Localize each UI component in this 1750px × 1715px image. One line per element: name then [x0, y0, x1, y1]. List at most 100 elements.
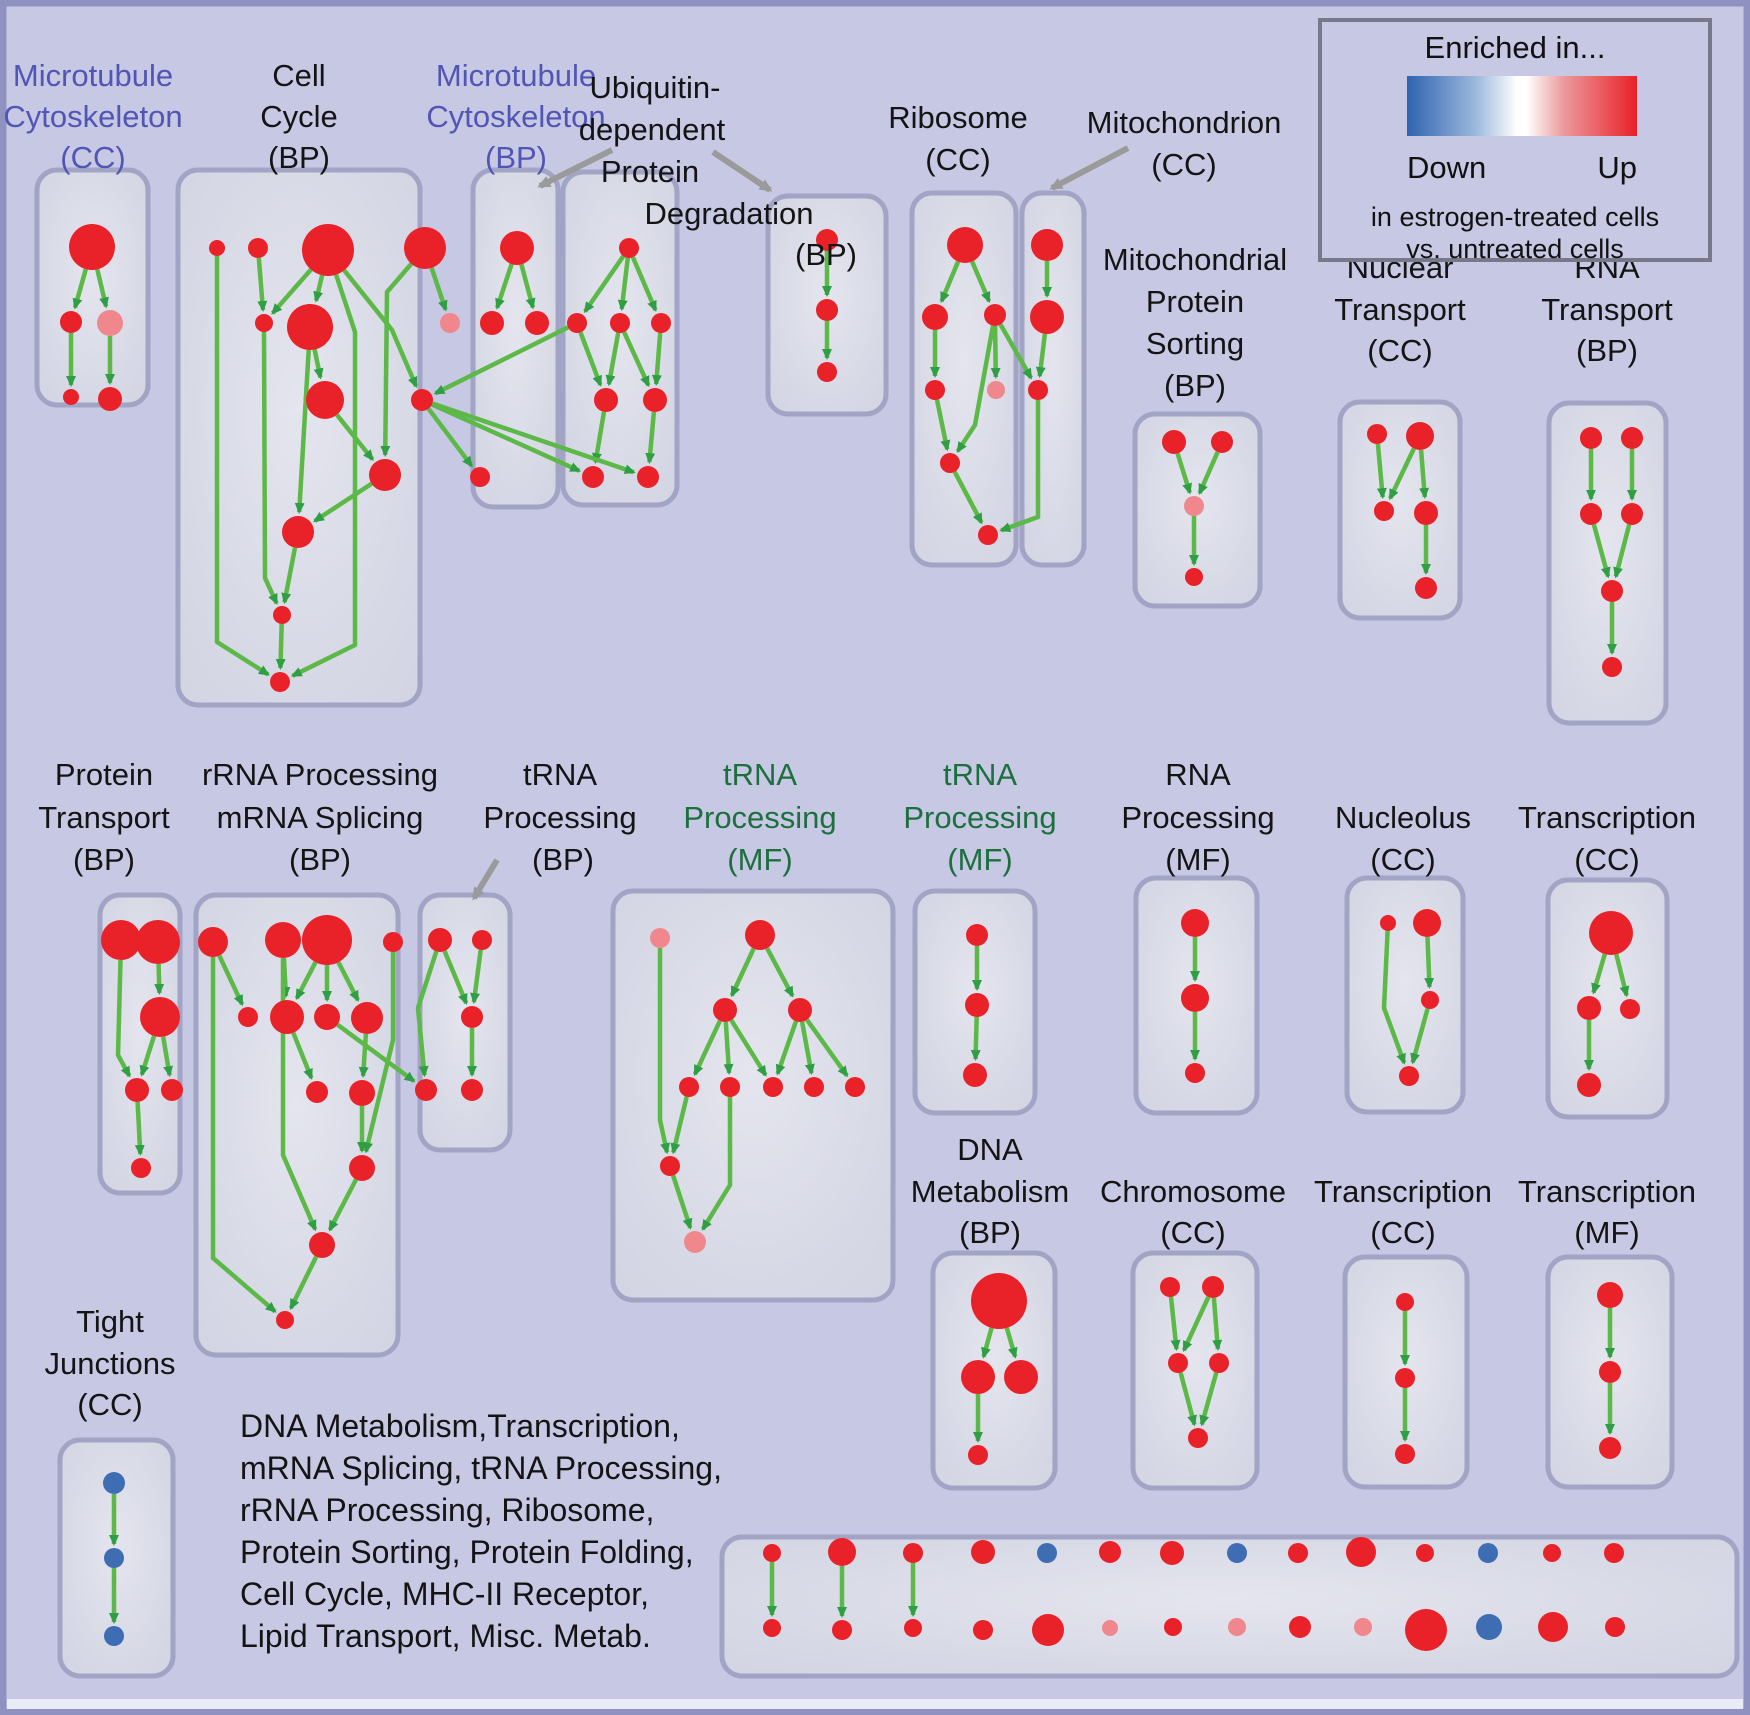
tight-junctions-cc-node [104, 1548, 124, 1568]
microtubule-cytoskeleton-cc-label: Cytoskeleton [3, 99, 182, 134]
chromosome-cc-node [1202, 1276, 1224, 1298]
ubiquitin-dependent-protein-degradation-bp-node [816, 299, 838, 321]
trna-processing-mf-large-node [720, 1077, 740, 1097]
ubiquitin-dependent-protein-degradation-bp-node [637, 466, 659, 488]
nucleolus-cc-node [1399, 1066, 1419, 1086]
rrna-processing-mrna-splicing-bp-node [265, 922, 301, 958]
ubiquitin-dependent-protein-degradation-bp-node [610, 313, 630, 333]
microtubule-cytoskeleton-cc-node [97, 310, 123, 336]
ubiquitin-dependent-protein-degradation-bp-edge [578, 331, 603, 387]
mitochondrion-cc-label: Mitochondrion [1087, 105, 1282, 140]
ribosome-cc-node [940, 453, 960, 473]
cell-cycle-bp-node [404, 227, 446, 269]
cross-box-edge [426, 407, 474, 468]
mitochondrion-cc-label: (CC) [1151, 147, 1216, 182]
ribosome-cc-edge [952, 470, 984, 525]
microtubule-cytoskeleton-bp-node [480, 311, 504, 335]
mitochondrial-protein-sorting-bp-edge [1175, 452, 1192, 495]
protein-transport-bp-node [136, 920, 180, 964]
cell-cycle-bp-edge [270, 268, 313, 315]
nucleolus-cc-node [1413, 909, 1441, 937]
legend-subtitle-2: vs. untreated cells [1406, 234, 1624, 264]
mitochondrial-protein-sorting-bp-label: Protein [1146, 284, 1244, 319]
transcription-cc-upper-node [1577, 996, 1601, 1020]
cross-box-edge [431, 401, 636, 475]
cell-cycle-bp-node [273, 606, 291, 624]
nuclear-transport-cc-node [1374, 501, 1394, 521]
trna-processing-mf-large-node [679, 1077, 699, 1097]
rna-transport-bp-node [1580, 427, 1602, 449]
ubiquitin-dependent-protein-degradation-bp-node [651, 313, 671, 333]
trna-processing-bp-label: Processing [483, 800, 636, 835]
misc-cluster-strip-node [1476, 1614, 1502, 1640]
rna-transport-bp-edge [1591, 524, 1611, 579]
rrna-processing-mrna-splicing-bp-edge [294, 961, 318, 1001]
trna-processing-mf-large-edge [670, 1174, 693, 1230]
rna-processing-mf-node [1181, 984, 1209, 1012]
cell-cycle-bp-node [411, 389, 433, 411]
microtubule-cytoskeleton-cc-label: Microtubule [13, 58, 173, 93]
protein-transport-bp-node [101, 920, 141, 960]
ubiquitin-dependent-protein-degradation-bp-edge [622, 331, 651, 388]
trna-processing-bp-label: (BP) [532, 842, 594, 877]
misc-cluster-strip-node [832, 1620, 852, 1640]
trna-processing-mf-large-edge [799, 1021, 815, 1076]
tight-junctions-cc-node [104, 1626, 124, 1646]
trna-processing-bp-label: tRNA [523, 757, 597, 792]
trna-processing-bp-edge [470, 949, 483, 1005]
legend-subtitle-1: in estrogen-treated cells [1370, 202, 1660, 232]
ubiquitin-dependent-protein-degradation-bp-edge [617, 257, 631, 312]
rrna-processing-mrna-splicing-bp-node [306, 1081, 328, 1103]
rna-processing-mf-label: (MF) [1165, 842, 1230, 877]
rna-transport-bp-node [1580, 503, 1602, 525]
nuclear-transport-cc-node [1367, 424, 1387, 444]
ribosome-cc-edge [970, 260, 992, 304]
rna-transport-bp-edge [1613, 524, 1632, 579]
trna-processing-mf-large-edge [723, 1021, 734, 1075]
ubiquitin-dependent-protein-degradation-bp-label: (BP) [795, 237, 857, 272]
trna-processing-mf-large-edge [765, 947, 795, 998]
annotation-arrow-icon [537, 147, 614, 189]
chromosome-cc-box [1130, 1250, 1260, 1491]
misc-cluster-strip-node [1288, 1543, 1308, 1563]
chromosome-cc-edge [1181, 1296, 1211, 1353]
misc-cluster-strip-node [904, 1619, 922, 1637]
legend-downup-row: Down Up [1407, 150, 1637, 186]
chromosome-cc-node [1168, 1353, 1188, 1373]
protein-transport-bp-edge [134, 1101, 145, 1156]
microtubule-cytoskeleton-cc-box [34, 167, 151, 408]
misc-cluster-strip-node [1354, 1618, 1372, 1636]
nuclear-transport-cc-edge [1418, 449, 1430, 499]
trna-processing-mf-large-edge [657, 948, 670, 1155]
misc-cluster-strip-node [1416, 1544, 1434, 1562]
chromosome-cc-edge [1178, 1372, 1197, 1427]
transcription-cc-upper-edge [1614, 953, 1630, 998]
transcription-cc-upper-box [1545, 877, 1670, 1120]
misc-cluster-strip-node [1032, 1614, 1064, 1646]
ubiquitin-dependent-protein-degradation-bp-node [619, 238, 639, 258]
ribosome-cc-node [947, 227, 983, 263]
ubiquitin-dependent-protein-degradation-bp-edge [592, 411, 607, 465]
misc-cluster-strip-node [828, 1538, 856, 1566]
misc-text-line: mRNA Splicing, tRNA Processing, [240, 1450, 722, 1486]
dna-metabolism-bp-label: DNA [957, 1132, 1023, 1167]
misc-cluster-strip-node [1604, 1543, 1624, 1563]
dna-metabolism-bp-edge [1004, 1327, 1018, 1359]
ribosome-cc-label: (CC) [925, 142, 990, 177]
trna-processing-bp-edge [442, 950, 469, 1005]
cell-cycle-bp-edge [261, 331, 279, 606]
microtubule-cytoskeleton-bp-label: Microtubule [436, 58, 596, 93]
rrna-processing-mrna-splicing-bp-edge [217, 954, 245, 1007]
nucleolus-cc-edge [1424, 936, 1435, 989]
cross-box-edge [999, 400, 1041, 533]
nucleolus-cc-node [1421, 991, 1439, 1009]
chromosome-cc-edge [1199, 1371, 1219, 1427]
trna-processing-mf-small-label: (MF) [947, 842, 1012, 877]
trna-processing-mf-large-label: Processing [683, 800, 836, 835]
chromosome-cc-node [1209, 1353, 1229, 1373]
protein-transport-bp-label: Protein [55, 757, 153, 792]
rna-transport-bp-box [1546, 400, 1669, 726]
mitochondrial-protein-sorting-bp-label: (BP) [1164, 368, 1226, 403]
transcription-mf-node [1599, 1361, 1621, 1383]
